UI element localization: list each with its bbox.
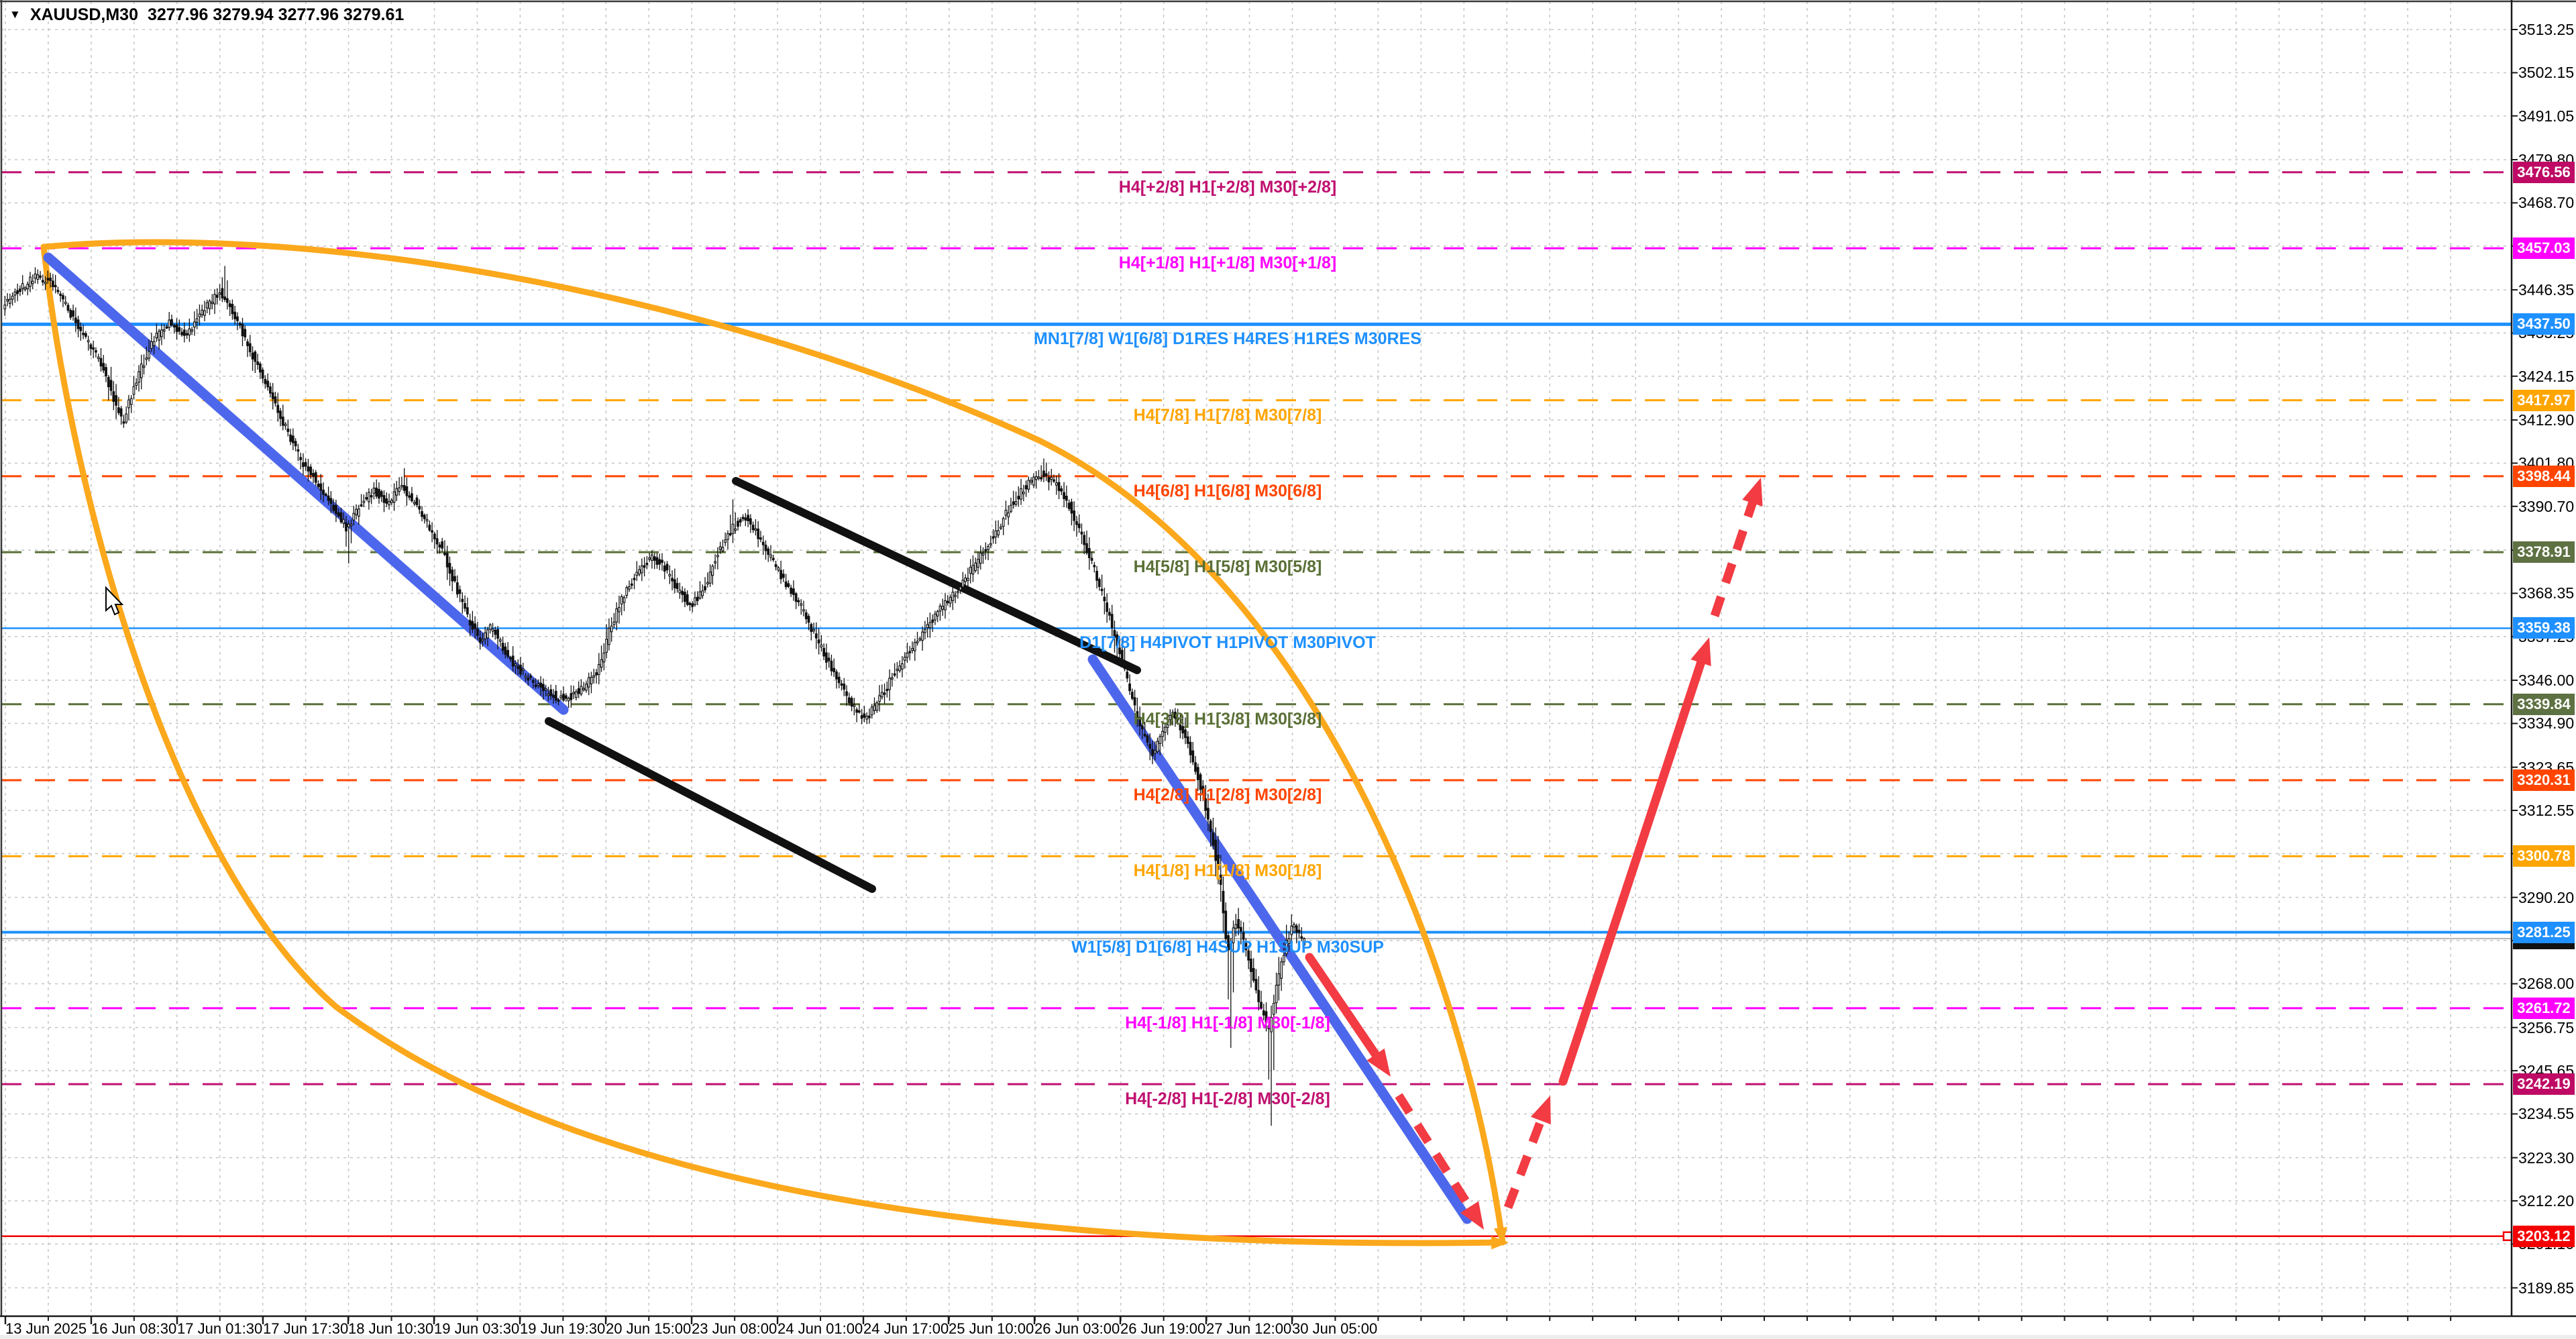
ellipse-lower-arc[interactable] [40, 244, 1506, 1246]
candlestick-series [3, 266, 1305, 1126]
red-arrow-up-dashed-1-head [1530, 1095, 1551, 1125]
time-tick-label: 17 Jun 17:30 [263, 1320, 349, 1337]
time-tick-label: 16 Jun 08:30 [91, 1320, 177, 1337]
price-tick-label: 3312.55 [2518, 802, 2575, 820]
murrey-level-label: H4[2/8] H1[2/8] M30[2/8] [1133, 786, 1322, 805]
time-tick-label: 23 Jun 08:00 [692, 1320, 777, 1337]
time-tick-label: 25 Jun 10:00 [949, 1320, 1034, 1337]
level-price-badge: 3476.56 [2513, 161, 2575, 183]
level-price-badge: 3359.38 [2513, 617, 2575, 639]
red-arrow-up-dashed-2[interactable] [1710, 491, 1760, 618]
red-arrow-down-dashed-head [1460, 1201, 1484, 1230]
price-tick-label: 3290.20 [2518, 888, 2575, 906]
price-tick-label: 3346.00 [2518, 672, 2575, 690]
time-tick-label: 18 Jun 10:30 [348, 1320, 434, 1337]
line-handle[interactable] [2502, 1231, 2513, 1242]
time-tick-label: 30 Jun 05:00 [1292, 1320, 1378, 1337]
red-arrow-up-solid-head [1690, 637, 1711, 666]
ellipse-upper-arc[interactable] [40, 239, 1506, 1246]
red-arrow-up-dashed-1[interactable] [1503, 1109, 1549, 1210]
murrey-level-label: H4[5/8] H1[5/8] M30[5/8] [1133, 557, 1322, 577]
murrey-level-label: H4[-1/8] H1[-1/8] M30[-1/8] [1125, 1013, 1330, 1032]
symbol-dropdown-icon[interactable]: ▼ [9, 7, 21, 21]
murrey-level-label: W1[5/8] D1[6/8] H4SUP H1SUP M30SUP [1071, 937, 1384, 957]
level-price-badge: 3320.31 [2513, 769, 2575, 792]
level-price-badge: 3261.72 [2513, 997, 2575, 1019]
price-tick-label: 3468.70 [2518, 194, 2575, 212]
price-tick-label: 3256.75 [2518, 1018, 2575, 1036]
time-tick-label: 24 Jun 01:00 [777, 1320, 863, 1337]
murrey-level-label: H4[6/8] H1[6/8] M30[6/8] [1133, 481, 1322, 500]
red-arrow-down-solid[interactable] [1305, 953, 1387, 1068]
murrey-level-label: H4[+2/8] H1[+2/8] M30[+2/8] [1118, 177, 1337, 197]
red-line-price-badge: 3203.12 [2513, 1225, 2575, 1247]
price-tick-label: 3513.25 [2518, 21, 2575, 38]
price-tick-label: 3412.90 [2518, 411, 2575, 429]
murrey-level-label: H4[7/8] H1[7/8] M30[7/8] [1133, 405, 1322, 425]
ellipse-arrowhead-right [1491, 1236, 1509, 1250]
level-price-badge: 3417.97 [2513, 389, 2575, 411]
level-price-badge: 3437.50 [2513, 313, 2575, 335]
time-tick-label: 13 Jun 2025 [5, 1320, 87, 1337]
price-tick-label: 3212.20 [2518, 1192, 2575, 1210]
murrey-level-label: D1[7/8] H4PIVOT H1PIVOT M30PIVOT [1079, 633, 1376, 653]
red-arrow-up-dashed-2-head [1742, 478, 1763, 507]
price-tick-label: 3502.15 [2518, 64, 2575, 82]
time-tick-label: 19 Jun 03:30 [434, 1320, 520, 1337]
level-price-badge: 3300.78 [2513, 845, 2575, 867]
ohlc-readout: 3277.96 3279.94 3277.96 3279.61 [147, 5, 405, 24]
ellipse-arrowhead-down [1493, 1226, 1507, 1245]
price-tick-label: 3424.15 [2518, 367, 2575, 385]
price-tick-label: 3390.70 [2518, 497, 2575, 515]
black-channel-upper[interactable] [732, 477, 1141, 674]
level-price-badge: 3378.91 [2513, 541, 2575, 564]
murrey-level-label: H4[1/8] H1[1/8] M30[1/8] [1133, 861, 1322, 881]
price-tick-label: 3491.05 [2518, 107, 2575, 125]
time-tick-label: 17 Jun 01:30 [177, 1320, 263, 1337]
red-arrow-down-dashed[interactable] [1395, 1093, 1479, 1219]
level-price-badge: 3242.19 [2513, 1073, 2575, 1095]
murrey-level-label: H4[+1/8] H1[+1/8] M30[+1/8] [1118, 254, 1337, 273]
window-edge-strip [0, 1335, 2576, 1339]
price-tick-label: 3189.85 [2518, 1279, 2575, 1297]
symbol-period-label: XAUUSD,M30 [30, 5, 138, 24]
price-tick-label: 3446.35 [2518, 281, 2575, 299]
time-tick-label: 19 Jun 19:30 [520, 1320, 606, 1337]
murrey-level-label: H4[3/8] H1[3/8] M30[3/8] [1133, 709, 1322, 729]
red-arrow-up-solid[interactable] [1558, 648, 1709, 1086]
time-tick-label: 24 Jun 17:00 [863, 1320, 949, 1337]
time-tick-label: 26 Jun 03:00 [1034, 1320, 1120, 1337]
price-tick-label: 3268.00 [2518, 975, 2575, 993]
time-tick-label: 20 Jun 15:00 [606, 1320, 692, 1337]
price-tick-label: 3368.35 [2518, 584, 2575, 602]
price-tick-label: 3234.55 [2518, 1105, 2575, 1123]
price-tick-label: 3334.90 [2518, 714, 2575, 733]
price-tick-label: 3223.30 [2518, 1148, 2575, 1167]
mouse-cursor-icon [105, 586, 124, 616]
black-channel-lower[interactable] [545, 717, 876, 893]
red-arrow-down-solid-head [1366, 1048, 1391, 1077]
murrey-level-label: MN1[7/8] W1[6/8] D1RES H4RES H1RES M30RE… [1034, 329, 1421, 349]
chart-title: ▼ XAUUSD,M30 3277.96 3279.94 3277.96 327… [9, 5, 404, 25]
level-price-badge: 3398.44 [2513, 465, 2575, 487]
level-price-badge: 3281.25 [2513, 921, 2575, 943]
time-tick-label: 27 Jun 12:00 [1206, 1320, 1292, 1337]
murrey-level-label: H4[-2/8] H1[-2/8] M30[-2/8] [1125, 1089, 1330, 1109]
level-price-badge: 3339.84 [2513, 693, 2575, 715]
level-price-badge: 3457.03 [2513, 237, 2575, 260]
time-tick-label: 26 Jun 19:00 [1120, 1320, 1206, 1337]
